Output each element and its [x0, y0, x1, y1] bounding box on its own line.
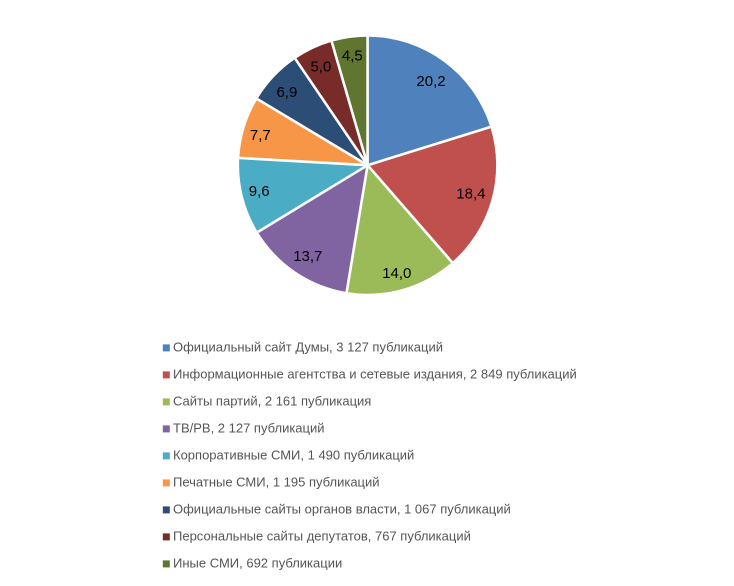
svg-text:Печатные СМИ, 1 195 публикаций: Печатные СМИ, 1 195 публикаций — [173, 474, 380, 489]
svg-text:14,0: 14,0 — [382, 265, 411, 282]
svg-text:4,5: 4,5 — [342, 48, 363, 65]
svg-text:20,2: 20,2 — [416, 73, 445, 90]
svg-text:Официальные сайты органов влас: Официальные сайты органов власти, 1 067 … — [173, 501, 511, 516]
svg-text:18,4: 18,4 — [456, 186, 485, 203]
svg-text:9,6: 9,6 — [249, 183, 270, 200]
svg-text:Сайты партий, 2 161 публикация: Сайты партий, 2 161 публикация — [173, 393, 371, 408]
svg-text:5,0: 5,0 — [310, 58, 331, 75]
svg-text:7,7: 7,7 — [250, 127, 271, 144]
svg-text:Информационные агентства и сет: Информационные агентства и сетевые издан… — [173, 366, 577, 381]
svg-text:6,9: 6,9 — [276, 84, 297, 101]
svg-text:ТВ/РВ, 2 127 публикаций: ТВ/РВ, 2 127 публикаций — [173, 420, 325, 435]
svg-text:13,7: 13,7 — [293, 248, 322, 265]
svg-text:Иные СМИ, 692 публикации: Иные СМИ, 692 публикации — [173, 555, 342, 570]
svg-text:Персональные сайты депутатов,: Персональные сайты депутатов, 767 публик… — [173, 528, 471, 543]
svg-text:Корпоративные СМИ, 1 490 публи: Корпоративные СМИ, 1 490 публикаций — [173, 447, 414, 462]
svg-text:Официальный сайт Думы, 3 127 п: Официальный сайт Думы, 3 127 публикаций — [173, 339, 443, 354]
